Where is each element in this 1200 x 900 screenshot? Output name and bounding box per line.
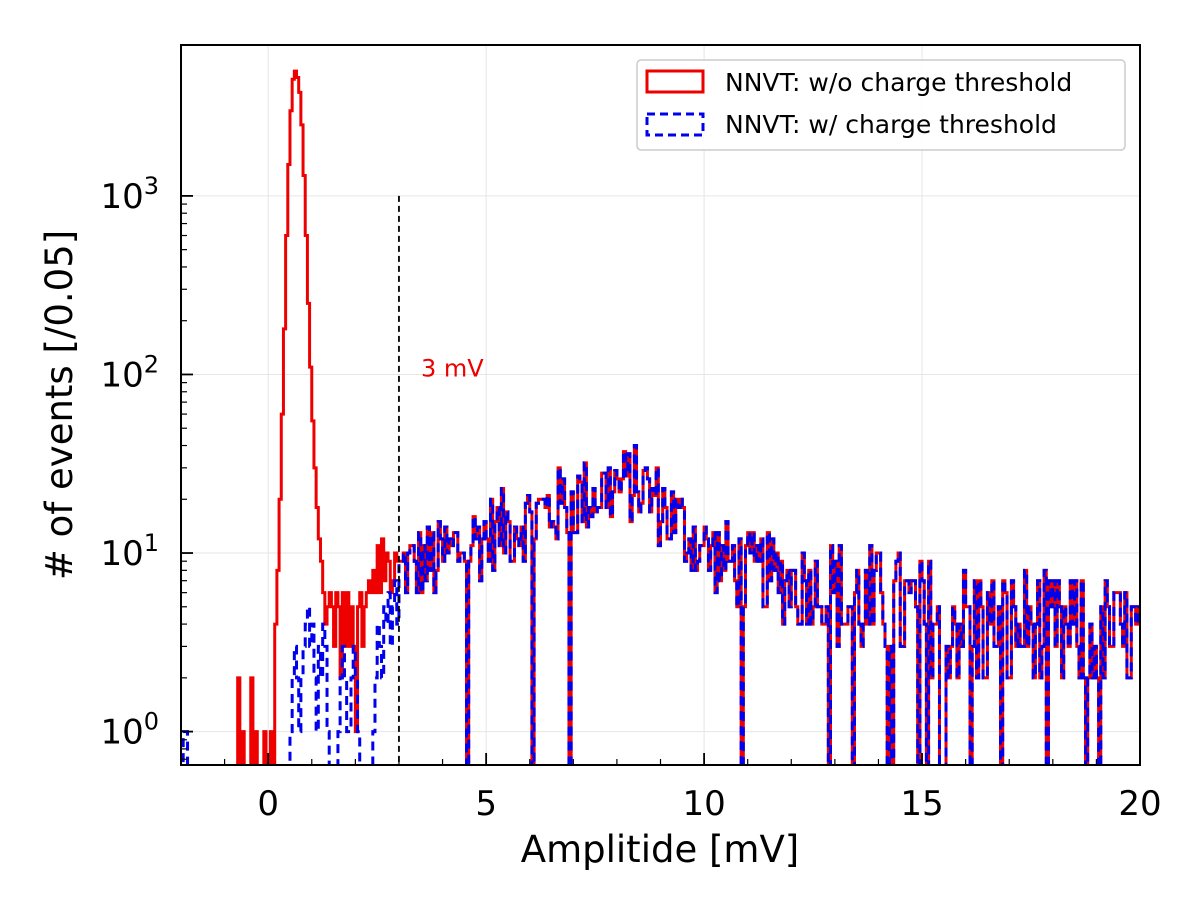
series-with-threshold (181, 444, 1140, 765)
legend-box (636, 59, 1126, 151)
series-layer (181, 69, 1140, 765)
legend-label-with-threshold: NNVT: w/ charge threshold (725, 110, 1057, 139)
series-without-threshold (236, 69, 1140, 765)
y-axis-ticks: 100 101 102 103 (100, 172, 193, 760)
y-tick-label: 103 (100, 172, 159, 217)
x-tick-label: 10 (682, 784, 725, 824)
legend-swatch-without-threshold (645, 69, 705, 94)
y-axis-title: # of events [/0.05] (38, 230, 81, 580)
x-axis-title: Amplitide [mV] (521, 828, 799, 871)
x-tick-label: 0 (257, 784, 279, 824)
annotation-layer: 3 mV (398, 195, 484, 765)
y-tick-label: 102 (100, 350, 159, 395)
x-tick-label: 15 (900, 784, 943, 824)
legend-swatch-with-threshold (645, 112, 705, 137)
y-tick-label: 101 (100, 529, 159, 574)
legend: NNVT: w/o charge threshold NNVT: w/ char… (636, 59, 1126, 151)
grid-lines (181, 45, 1141, 765)
x-tick-label: 20 (1118, 784, 1161, 824)
x-axis-ticks: 0 5 10 15 20 (180, 753, 1162, 824)
legend-label-without-threshold: NNVT: w/o charge threshold (725, 68, 1072, 97)
y-tick-label: 100 (100, 708, 159, 753)
x-tick-label: 5 (475, 784, 497, 824)
threshold-annotation: 3 mV (421, 354, 484, 382)
